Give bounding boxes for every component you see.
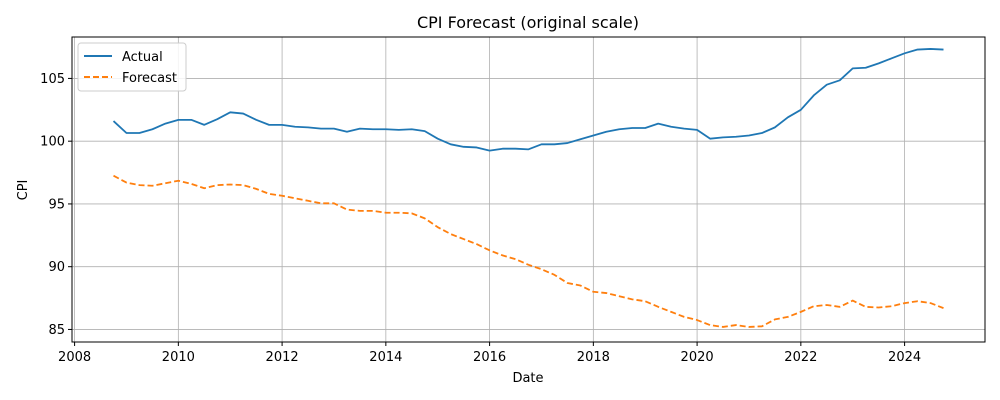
series-forecast — [113, 174, 944, 328]
x-tick-label: 2014 — [369, 350, 402, 365]
y-tick-label: 90 — [48, 260, 65, 275]
x-axis-title: Date — [512, 371, 543, 386]
x-tick-label: 2012 — [266, 350, 299, 365]
series-line-actual — [112, 48, 944, 152]
x-tick-label: 2022 — [784, 350, 817, 365]
x-tick-label: 2024 — [888, 350, 921, 365]
y-tick-label: 95 — [48, 197, 65, 212]
legend-label-forecast: Forecast — [122, 71, 177, 86]
legend-label-actual: Actual — [122, 50, 163, 65]
x-tick-label: 2020 — [681, 350, 714, 365]
plot-frame — [71, 36, 986, 343]
y-axis: 85 90 95 100 105 — [40, 72, 72, 338]
y-tick-label: 105 — [40, 72, 65, 87]
y-tick-label: 85 — [48, 323, 65, 338]
series-actual — [112, 48, 944, 152]
gridlines — [72, 37, 985, 342]
y-tick-label: 100 — [40, 135, 65, 150]
chart-title: CPI Forecast (original scale) — [417, 13, 639, 32]
y-axis-title: CPI — [16, 180, 31, 201]
x-tick-label: 2016 — [473, 350, 506, 365]
legend: Actual Forecast — [77, 42, 187, 92]
series-line-forecast — [113, 174, 944, 328]
x-tick-label: 2008 — [58, 350, 91, 365]
x-axis: 2008 2010 2012 2014 2016 2018 2020 2022 2024 — [58, 342, 921, 365]
x-tick-label: 2018 — [577, 350, 610, 365]
series-lines — [112, 48, 944, 328]
x-tick-label: 2010 — [162, 350, 195, 365]
